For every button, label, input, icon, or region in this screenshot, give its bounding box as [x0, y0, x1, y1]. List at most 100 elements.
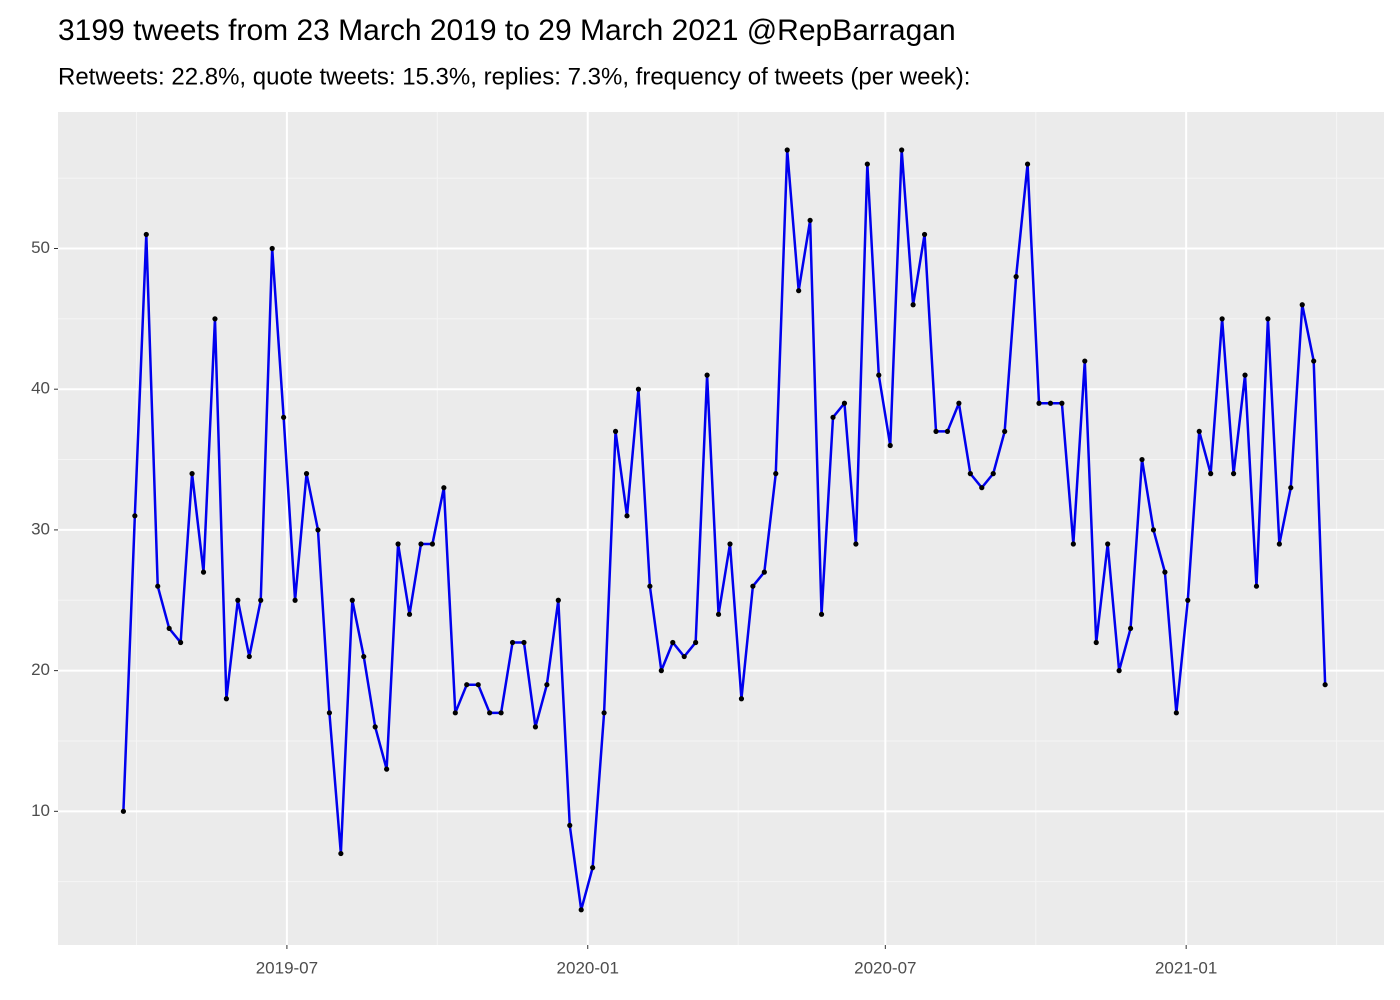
- data-point: [349, 597, 355, 603]
- data-point: [933, 428, 939, 435]
- data-point: [1139, 456, 1145, 463]
- data-point: [475, 682, 481, 688]
- data-point: [269, 245, 275, 252]
- data-point: [887, 442, 893, 449]
- data-point: [441, 485, 447, 491]
- data-point: [567, 822, 573, 828]
- data-point: [704, 372, 710, 378]
- data-point: [120, 808, 127, 814]
- data-point: [1219, 316, 1225, 322]
- data-point: [1082, 358, 1088, 364]
- y-tick-label: 50: [31, 238, 50, 257]
- data-point: [1150, 527, 1157, 533]
- data-point: [864, 161, 870, 167]
- data-point: [956, 400, 962, 406]
- data-point: [1185, 597, 1191, 603]
- data-point: [223, 696, 230, 702]
- series-line: [122, 148, 1327, 912]
- data-point: [189, 471, 195, 477]
- data-point: [807, 217, 813, 223]
- y-tick-label: 30: [31, 519, 50, 538]
- data-point: [487, 710, 493, 716]
- data-point: [841, 400, 848, 406]
- data-point: [303, 471, 310, 477]
- data-point: [498, 710, 504, 716]
- data-point: [796, 288, 802, 294]
- data-point: [1311, 358, 1317, 364]
- data-point: [452, 710, 458, 716]
- data-point: [1059, 400, 1065, 406]
- data-point: [521, 639, 527, 646]
- data-point: [1036, 400, 1042, 406]
- data-point: [738, 696, 745, 702]
- data-point: [338, 850, 344, 857]
- data-point: [1196, 428, 1202, 435]
- data-point: [876, 372, 882, 378]
- x-tick-label: 2021-01: [1155, 958, 1217, 977]
- data-point: [372, 724, 378, 730]
- data-point: [155, 583, 161, 589]
- data-point: [773, 471, 779, 477]
- data-point: [899, 147, 905, 153]
- data-point: [1116, 668, 1122, 674]
- data-point: [967, 471, 973, 477]
- data-point: [143, 231, 149, 238]
- data-point: [910, 302, 916, 308]
- data-point: [784, 147, 790, 153]
- data-point: [1024, 161, 1031, 167]
- data-point: [1162, 569, 1168, 575]
- x-tick-label: 2020-07: [854, 958, 916, 977]
- data-point: [1265, 316, 1271, 322]
- data-point: [258, 597, 264, 603]
- data-point: [1070, 541, 1076, 547]
- data-point: [384, 766, 390, 772]
- data-point: [1127, 625, 1134, 632]
- data-point: [1242, 372, 1248, 378]
- data-point: [464, 682, 470, 688]
- data-point: [555, 597, 561, 603]
- x-tick-label: 2020-01: [557, 958, 619, 977]
- y-tick-label: 10: [31, 801, 50, 820]
- data-point: [830, 414, 836, 420]
- data-point: [1299, 302, 1305, 308]
- data-point: [1322, 682, 1328, 688]
- panel: [58, 112, 1384, 945]
- data-point: [200, 569, 207, 575]
- data-point: [1013, 274, 1019, 280]
- data-point: [235, 597, 241, 603]
- y-tick-label: 20: [31, 660, 50, 679]
- data-point: [132, 513, 138, 519]
- y-tick-label: 40: [31, 379, 50, 398]
- data-point: [1230, 471, 1237, 477]
- data-point: [647, 583, 653, 589]
- data-point: [979, 485, 985, 491]
- data-point: [1208, 471, 1214, 477]
- x-tick-label: 2019-07: [256, 958, 318, 977]
- data-point: [681, 653, 687, 660]
- data-point: [212, 316, 218, 322]
- data-point: [1173, 710, 1179, 716]
- data-point: [544, 682, 550, 688]
- data-point: [590, 865, 596, 871]
- data-point: [921, 231, 928, 238]
- data-point: [406, 611, 413, 617]
- data-point: [509, 639, 516, 646]
- data-point: [429, 541, 436, 547]
- data-point: [532, 724, 539, 730]
- chart-subtitle: Retweets: 22.8%, quote tweets: 15.3%, re…: [58, 63, 970, 90]
- data-point: [578, 907, 584, 913]
- data-point: [635, 386, 642, 392]
- data-point: [1002, 428, 1008, 435]
- data-point: [853, 541, 859, 547]
- data-point: [166, 625, 172, 632]
- data-point: [281, 414, 287, 420]
- data-point: [292, 597, 298, 603]
- data-point: [246, 653, 252, 660]
- data-point: [750, 583, 756, 589]
- data-point: [612, 428, 619, 435]
- data-point: [693, 639, 699, 646]
- data-point: [670, 639, 676, 646]
- chart-title: 3199 tweets from 23 March 2019 to 29 Mar…: [58, 14, 956, 47]
